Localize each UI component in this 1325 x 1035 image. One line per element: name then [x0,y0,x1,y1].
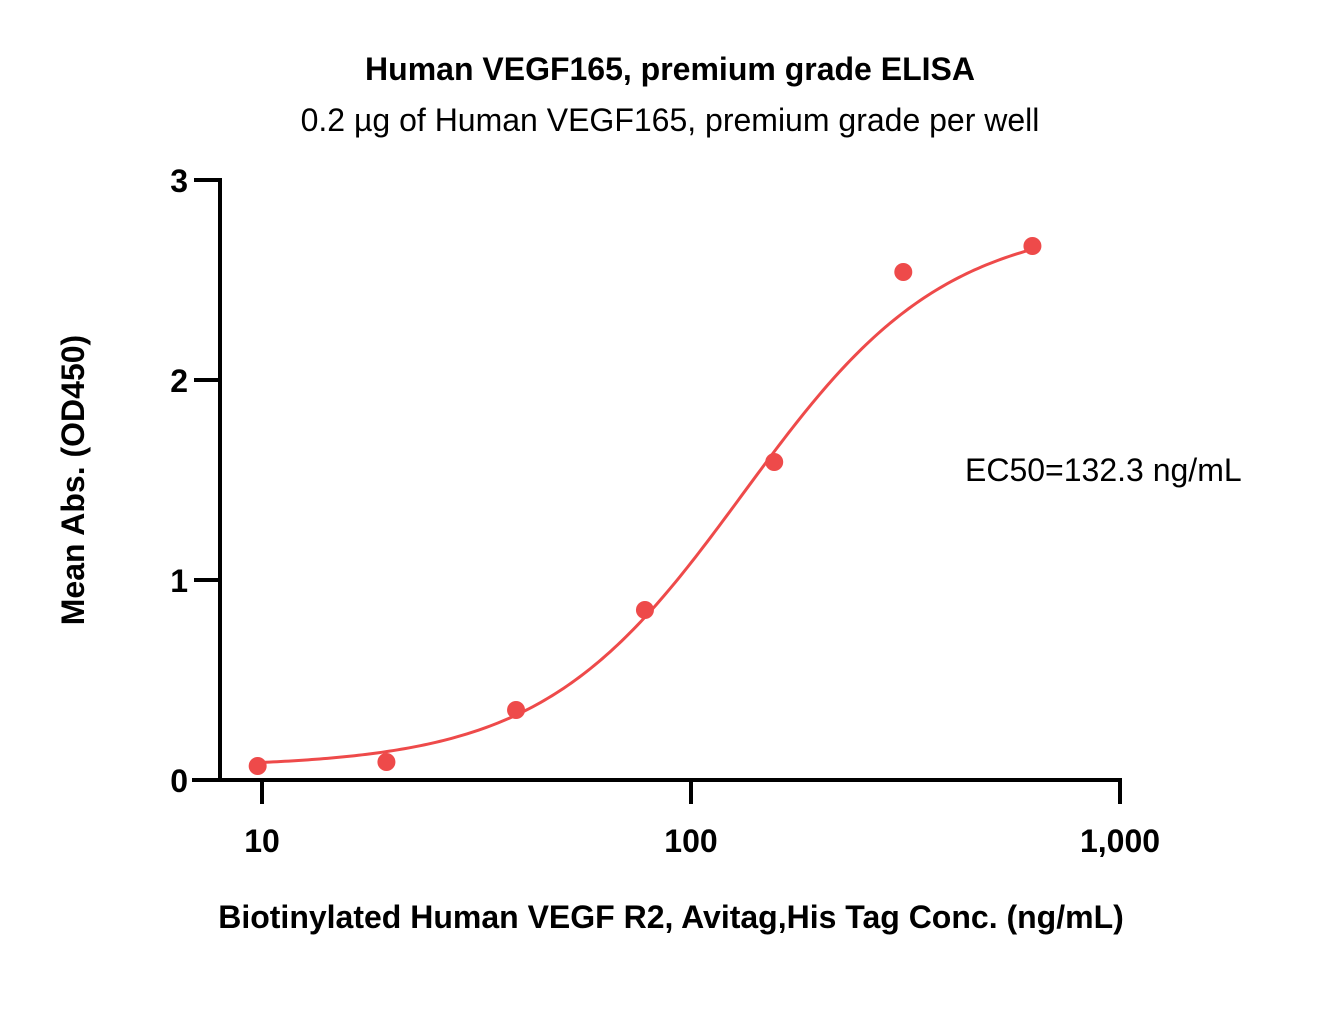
x-axis-label: Biotinylated Human VEGF R2, Avitag,His T… [218,899,1124,935]
chart-title: Human VEGF165, premium grade ELISA [365,51,975,87]
y-axis: 0 1 2 3 [170,163,222,799]
chart-subtitle: 0.2 µg of Human VEGF165, premium grade p… [301,102,1040,138]
x-tick-label: 10 [244,823,280,859]
data-point [635,601,654,619]
y-tick-label: 1 [170,563,188,599]
fit-curve-layer [257,247,1033,765]
x-tick-label: 1,000 [1080,823,1160,859]
x-tick-label: 100 [664,823,717,859]
data-point [507,701,526,719]
x-axis: 10 100 1,000 [192,778,1160,859]
y-axis-label: Mean Abs. (OD450) [55,335,91,625]
y-tick-label: 2 [170,363,188,399]
data-point [377,753,396,771]
ec50-annotation: EC50=132.3 ng/mL [965,452,1242,488]
y-tick-label: 0 [170,763,188,799]
data-point [248,757,267,775]
y-tick-label: 3 [170,163,188,199]
data-point [1023,237,1042,255]
data-points-layer [248,237,1042,775]
data-point [894,263,913,281]
fit-curve [257,247,1033,765]
data-point [765,453,784,471]
